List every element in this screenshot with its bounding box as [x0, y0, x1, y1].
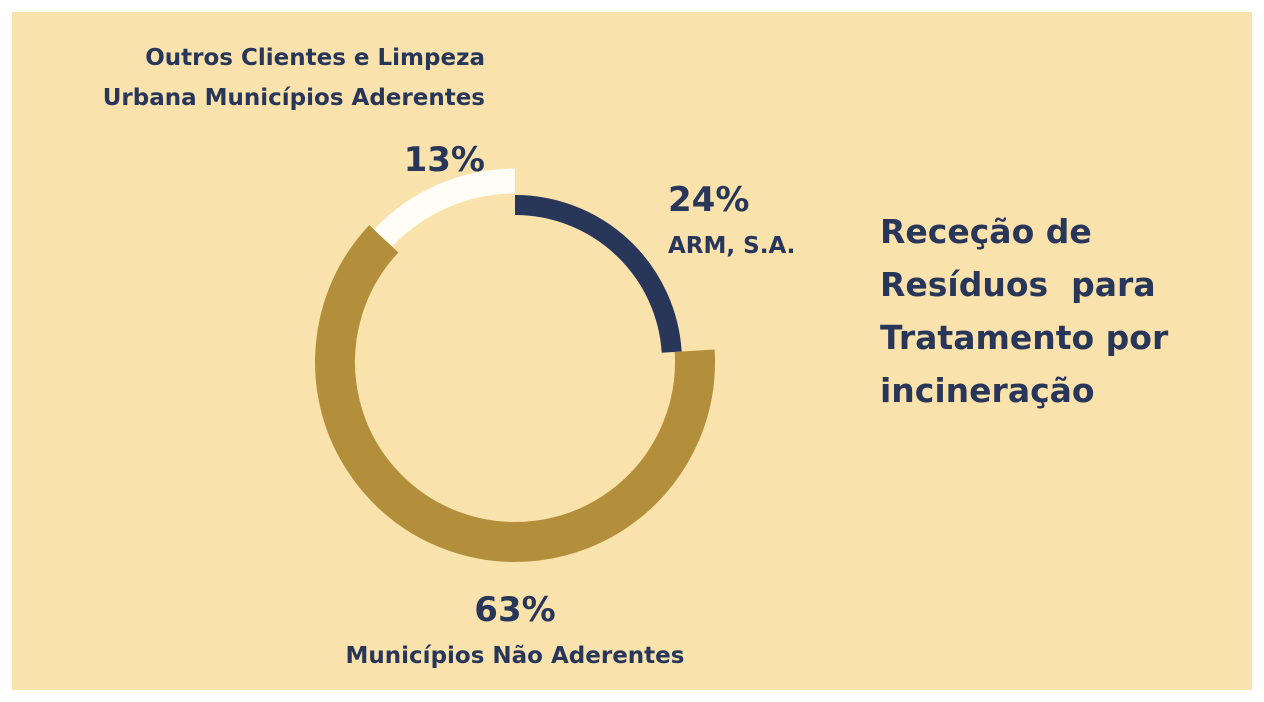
value-label: 24%: [668, 180, 750, 220]
donut-segment: [514, 195, 682, 353]
background: [12, 12, 1252, 690]
chart-title: Receção de Resíduos para Tratamento por …: [880, 212, 1180, 410]
category-label: Outros Clientes e Limpeza Urbana Municíp…: [102, 45, 485, 111]
value-label: 63%: [474, 590, 556, 630]
value-label: 13%: [403, 140, 485, 180]
category-label: Municípios Não Aderentes: [345, 643, 685, 669]
donut-segment: [315, 225, 715, 562]
category-label: ARM, S.A.: [668, 233, 796, 259]
donut-segment: [373, 168, 516, 247]
